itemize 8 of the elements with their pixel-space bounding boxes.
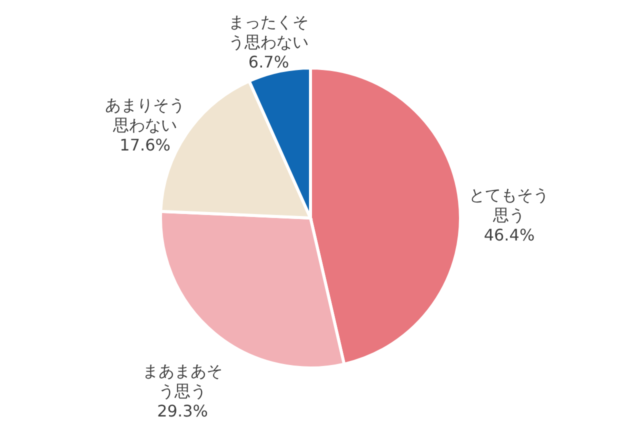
data-label: 6.7% (248, 52, 290, 72)
data-label: 46.4% (484, 225, 535, 244)
data-label: 29.3% (157, 402, 208, 421)
slice-label: あまりそう思わない (105, 96, 186, 135)
slice-label: まあまあそう思う (142, 362, 223, 401)
slice-label: とてもそう思う (469, 185, 550, 224)
data-label: 17.6% (120, 136, 170, 155)
slice-label: まったくそう思わない (228, 12, 309, 52)
